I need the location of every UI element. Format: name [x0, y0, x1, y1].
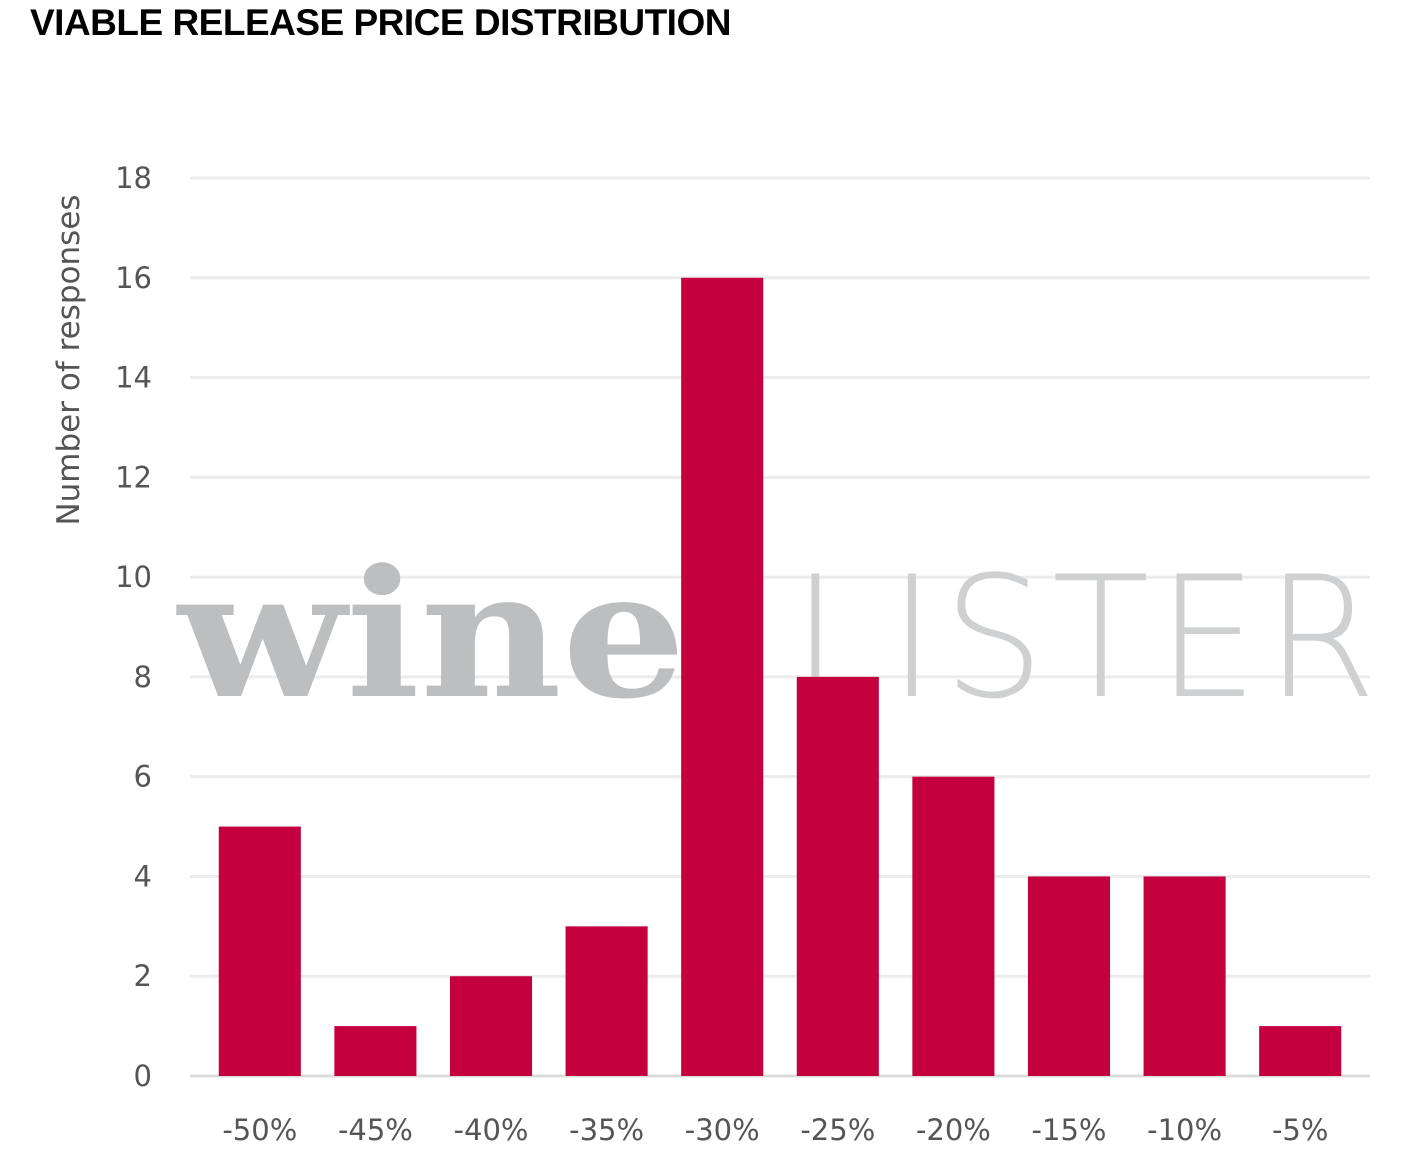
bar	[796, 676, 879, 1076]
x-axis-ticks: -50% -45% -40% -35% -30% -25% -20% -15% -10% -5%	[222, 1113, 1328, 1147]
x-tick-label: -35%	[569, 1113, 644, 1147]
bar	[565, 926, 648, 1076]
gridlines	[190, 176, 1370, 1078]
bar	[449, 976, 533, 1076]
x-tick-label: -30%	[685, 1113, 760, 1147]
x-tick-label: -5%	[1272, 1113, 1328, 1147]
y-tick-label: 6	[134, 760, 152, 794]
chart-title: VIABLE RELEASE PRICE DISTRIBUTION	[30, 2, 731, 43]
y-tick-label: 10	[115, 560, 152, 594]
bar	[334, 1026, 417, 1076]
svg-text:wine: wine	[176, 531, 686, 738]
y-tick-label: 8	[134, 660, 152, 694]
bar	[218, 826, 301, 1076]
x-tick-label: -20%	[916, 1113, 991, 1147]
y-tick-label: 0	[134, 1059, 152, 1093]
bars	[218, 277, 1342, 1076]
bar	[1259, 1026, 1342, 1076]
y-tick-label: 4	[134, 859, 152, 893]
y-tick-label: 2	[134, 959, 152, 993]
y-axis-ticks: 0 2 4 6 8 10 12 14 16 18	[115, 161, 152, 1093]
y-tick-label: 12	[115, 460, 152, 494]
bar	[1143, 876, 1226, 1076]
x-tick-label: -50%	[222, 1113, 297, 1147]
svg-text:LISTER: LISTER	[792, 540, 1384, 736]
x-tick-label: -25%	[800, 1113, 875, 1147]
y-tick-label: 14	[115, 361, 152, 395]
x-tick-label: -40%	[454, 1113, 529, 1147]
y-tick-label: 18	[115, 161, 152, 195]
x-tick-label: -15%	[1032, 1113, 1107, 1147]
y-tick-label: 16	[115, 261, 152, 295]
winelister-watermark: wine LISTER	[176, 531, 1384, 738]
y-axis-title: Number of responses	[51, 194, 87, 525]
bar	[912, 776, 995, 1076]
x-tick-label: -10%	[1147, 1113, 1222, 1147]
bar	[681, 277, 764, 1076]
bar	[1027, 876, 1111, 1076]
x-tick-label: -45%	[338, 1113, 413, 1147]
